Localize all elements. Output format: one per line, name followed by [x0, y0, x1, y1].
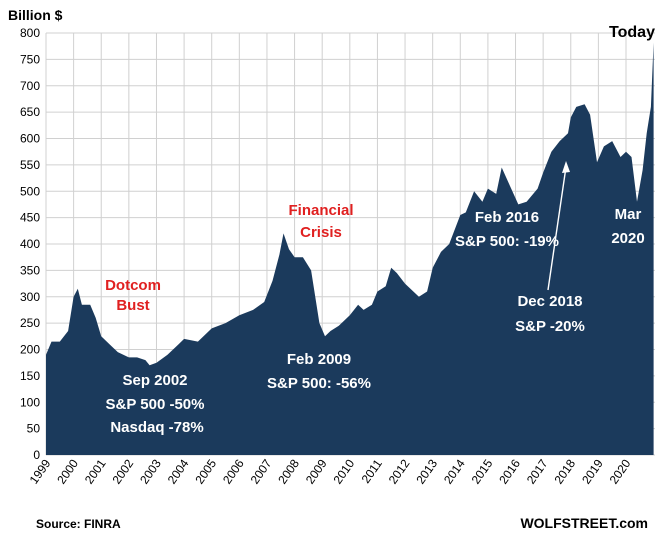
brand-label: WOLFSTREET.com — [520, 515, 648, 531]
x-tick-label: 2018 — [551, 456, 578, 486]
annotation-mar2020-line2: 2020 — [611, 230, 644, 247]
series-area — [46, 42, 654, 455]
annotation-financial-line1: Financial — [288, 202, 353, 219]
annotation-dec2018-line2: S&P -20% — [515, 318, 585, 335]
x-tick-label: 2009 — [303, 456, 330, 486]
annotation-sep2002-line2: S&P 500 -50% — [106, 396, 205, 413]
y-tick-labels: 0 50 100 150 200 250 300 350 400 450 500 550 600 650 7… — [20, 26, 40, 462]
annotation-feb2016-line1: Feb 2016 — [475, 209, 539, 226]
x-tick-label: 2005 — [192, 456, 219, 486]
annotation-today: Today — [609, 24, 655, 41]
x-tick-label: 2008 — [275, 456, 302, 486]
x-tick-label: 2019 — [579, 456, 606, 486]
x-tick-label: 2017 — [524, 456, 551, 486]
y-tick-label: 450 — [20, 211, 40, 225]
x-tick-label: 2003 — [137, 456, 164, 486]
annotation-mar2020-line1: Mar — [615, 206, 642, 223]
y-tick-label: 50 — [27, 422, 41, 436]
y-axis-title: Billion $ — [8, 7, 63, 23]
y-tick-label: 300 — [20, 290, 40, 304]
y-tick-label: 250 — [20, 316, 40, 330]
x-tick-label: 2013 — [413, 456, 440, 486]
y-tick-label: 600 — [20, 132, 40, 146]
annotation-feb2009-line2: S&P 500: -56% — [267, 375, 371, 392]
annotation-dotcom-line2: Bust — [116, 297, 149, 314]
annotation-financial-line2: Crisis — [300, 224, 342, 241]
y-tick-label: 200 — [20, 343, 40, 357]
y-tick-label: 550 — [20, 158, 40, 172]
x-tick-labels: 1999 2000 2001 2002 2003 2004 2005 2006 2007 2008… — [27, 456, 634, 486]
x-tick-label: 2006 — [220, 456, 247, 486]
annotation-sep2002-line1: Sep 2002 — [122, 372, 187, 389]
x-tick-label: 2004 — [165, 456, 192, 486]
y-tick-label: 700 — [20, 79, 40, 93]
y-tick-label: 350 — [20, 263, 40, 277]
x-tick-label: 2002 — [110, 456, 137, 486]
annotation-dotcom-line1: Dotcom — [105, 277, 161, 294]
x-tick-label: 2020 — [607, 456, 634, 486]
y-tick-label: 400 — [20, 237, 40, 251]
y-tick-label: 500 — [20, 184, 40, 198]
y-tick-label: 650 — [20, 105, 40, 119]
x-tick-label: 2015 — [469, 456, 496, 486]
x-tick-label: 2014 — [441, 456, 468, 486]
x-tick-label: 2007 — [248, 456, 275, 486]
annotation-feb2016-line2: S&P 500: -19% — [455, 233, 559, 250]
annotation-feb2009-line1: Feb 2009 — [287, 351, 351, 368]
annotation-dec2018-arrowhead — [562, 161, 570, 173]
y-tick-label: 150 — [20, 369, 40, 383]
x-tick-label: 2000 — [54, 456, 81, 486]
x-tick-label: 2001 — [82, 456, 109, 486]
y-tick-label: 100 — [20, 395, 40, 409]
x-tick-label: 2010 — [330, 456, 357, 486]
y-tick-label: 750 — [20, 52, 40, 66]
annotation-dec2018-arrow — [547, 166, 567, 291]
x-tick-label: 2016 — [496, 456, 523, 486]
x-tick-label: 2011 — [359, 456, 385, 485]
annotation-sep2002-line3: Nasdaq -78% — [110, 419, 203, 436]
y-tick-label: 800 — [20, 26, 40, 40]
x-tick-label: 2012 — [386, 456, 413, 486]
annotation-dec2018-line1: Dec 2018 — [517, 293, 582, 310]
y-tick-label: 0 — [33, 448, 40, 462]
source-label: Source: FINRA — [36, 517, 121, 531]
x-tick-label: 1999 — [27, 456, 54, 486]
